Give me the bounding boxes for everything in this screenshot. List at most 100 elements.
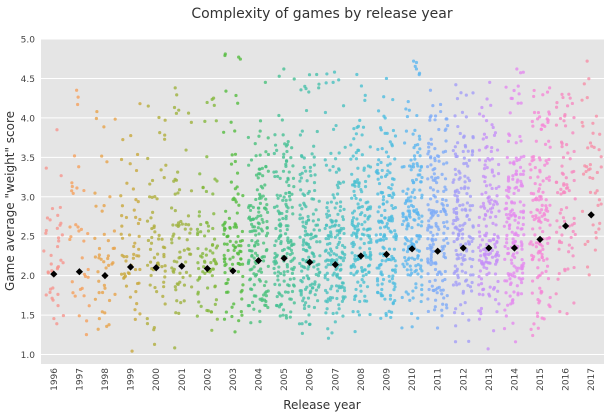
scatter-point [490, 248, 494, 253]
scatter-point [337, 151, 341, 155]
scatter-point [266, 264, 270, 268]
scatter-point [411, 165, 416, 169]
scatter-point [366, 215, 370, 219]
scatter-point [599, 155, 603, 159]
scatter-point [52, 316, 56, 321]
scatter-point [382, 95, 386, 99]
scatter-point [597, 198, 602, 202]
scatter-point [515, 180, 519, 184]
scatter-point [429, 137, 433, 141]
scatter-point [164, 163, 168, 167]
scatter-point [394, 232, 398, 236]
scatter-point [177, 108, 181, 112]
scatter-point [567, 243, 571, 247]
scatter-point [58, 205, 62, 210]
scatter-point [231, 255, 235, 259]
scatter-point [489, 103, 493, 107]
scatter-point [323, 249, 327, 253]
scatter-point [79, 227, 83, 231]
scatter-point [298, 133, 302, 137]
scatter-point [152, 342, 157, 346]
scatter-point [281, 308, 286, 312]
scatter-point [377, 266, 381, 270]
scatter-point [335, 311, 339, 315]
scatter-point [342, 286, 346, 290]
scatter-point [416, 142, 420, 147]
scatter-point [394, 264, 398, 268]
scatter-point [419, 299, 423, 304]
scatter-point [45, 216, 50, 220]
scatter-point [411, 59, 416, 63]
scatter-point [392, 247, 397, 251]
scatter-point [545, 257, 549, 261]
scatter-point [510, 201, 514, 205]
scatter-point [352, 297, 357, 302]
scatter-point [357, 313, 361, 317]
scatter-point [234, 245, 238, 249]
scatter-point [479, 312, 483, 316]
scatter-point [111, 246, 115, 251]
scatter-point [300, 129, 304, 133]
scatter-point [477, 158, 482, 162]
scatter-point [325, 72, 329, 76]
scatter-point [519, 139, 523, 143]
scatter-point [240, 288, 244, 293]
scatter-point [445, 306, 449, 310]
scatter-point [206, 224, 211, 228]
scatter-point [375, 279, 380, 283]
scatter-point [87, 304, 91, 308]
scatter-point [471, 150, 475, 154]
scatter-point [317, 228, 322, 232]
x-tick-label: 1998 [101, 368, 111, 391]
scatter-point [230, 314, 234, 319]
scatter-point [284, 144, 288, 148]
scatter-point [134, 168, 139, 173]
scatter-point [285, 227, 289, 232]
scatter-point [452, 271, 456, 275]
scatter-point [516, 233, 520, 238]
mean-marker [459, 244, 467, 252]
scatter-point [337, 168, 341, 172]
scatter-point [257, 210, 261, 214]
scatter-point [132, 208, 136, 212]
scatter-point [152, 256, 156, 260]
scatter-point [286, 269, 290, 274]
scatter-point [301, 247, 306, 251]
scatter-point [255, 253, 259, 258]
scatter-point [493, 272, 498, 276]
scatter-point [468, 208, 472, 212]
scatter-point [157, 233, 161, 237]
scatter-point [354, 151, 358, 155]
scatter-point [446, 124, 450, 128]
scatter-point [512, 271, 516, 275]
mean-marker [229, 267, 237, 275]
scatter-point [273, 256, 277, 260]
scatter-point [253, 251, 258, 255]
scatter-point [593, 248, 597, 252]
scatter-point [454, 307, 458, 311]
scatter-point [329, 151, 333, 155]
scatter-point [494, 262, 498, 266]
scatter-point [341, 226, 346, 231]
scatter-point [480, 105, 484, 110]
scatter-point [484, 231, 489, 235]
scatter-point [211, 226, 215, 231]
scatter-point [266, 136, 270, 140]
scatter-point [420, 220, 424, 224]
scatter-point [188, 231, 192, 235]
scatter-point [464, 242, 468, 246]
scatter-point [44, 231, 48, 235]
scatter-point [504, 314, 508, 318]
scatter-point [157, 115, 161, 120]
scatter-point [460, 110, 465, 114]
scatter-point [292, 277, 296, 281]
scatter-point [277, 283, 282, 287]
scatter-point [157, 237, 161, 241]
scatter-point [205, 155, 209, 159]
scatter-point [353, 265, 357, 269]
scatter-point [477, 148, 482, 152]
scatter-point [249, 249, 253, 253]
scatter-point [272, 260, 276, 264]
scatter-point [176, 170, 180, 174]
scatter-point [415, 113, 419, 118]
